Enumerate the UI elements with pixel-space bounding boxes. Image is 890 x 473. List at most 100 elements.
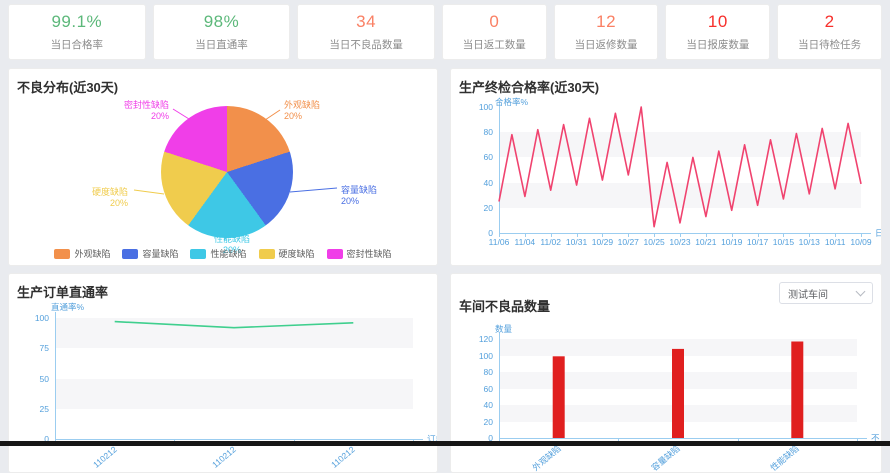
legend-label: 性能缺陷 (210, 249, 247, 259)
kpi-card-0: 99.1% 当日合格率 (8, 4, 146, 60)
plot-band (499, 372, 857, 389)
y-tick-label: 100 (478, 350, 493, 361)
y-tick-label: 25 (39, 403, 49, 414)
kpi-value: 34 (356, 12, 377, 31)
x-tick-label: 11/06 (488, 237, 510, 247)
x-tick-label: 110212 (210, 444, 238, 470)
y-axis (499, 101, 500, 233)
kpi-label: 当日报废数量 (686, 39, 750, 51)
x-tick (499, 439, 500, 442)
x-tick (550, 234, 552, 237)
kpi-card-5: 10 当日报废数量 (665, 4, 771, 60)
legend-label: 容量缺陷 (142, 249, 179, 259)
kpi-card-1: 98% 当日直通率 (152, 4, 291, 60)
legend-swatch (122, 248, 139, 259)
kpi-card-2: 34 当日不良品数量 (297, 4, 435, 60)
legend-item[interactable]: 容量缺陷 (122, 247, 178, 260)
x-tick-label: 10/29 (591, 237, 614, 247)
x-tick (680, 234, 681, 237)
x-tick (809, 234, 811, 237)
x-tick (783, 234, 785, 237)
x-tick-label: 容量缺陷 (649, 443, 682, 473)
plot-band (55, 378, 413, 409)
y-tick-label: 0 (488, 433, 493, 443)
plot-band (499, 405, 857, 422)
kpi-card-3: 0 当日返工数量 (441, 4, 547, 60)
kpi-card-4: 12 当日返修数量 (553, 4, 659, 60)
y-tick-label: 40 (483, 400, 493, 410)
legend-swatch (190, 248, 207, 259)
plot-band (499, 132, 861, 158)
panel-workshop-defects: 测试车间 车间不良品数量 0 20 40 60 80 100 120数量不良外观缺陷 容量缺陷… (450, 273, 882, 473)
x-tick-label: 10/21 (695, 237, 717, 247)
x-axis-name: 不良 (871, 433, 881, 443)
x-tick-label: 10/25 (643, 237, 665, 247)
kpi-value: 99.1% (51, 12, 103, 31)
legend-item[interactable]: 外观缺陷 (54, 247, 110, 260)
legend-label: 密封性缺陷 (346, 249, 392, 259)
y-tick-label: 50 (39, 373, 49, 384)
kpi-label: 当日合格率 (50, 39, 104, 51)
x-tick-label: 10/15 (772, 237, 795, 247)
y-axis-name: 合格率% (495, 97, 529, 107)
legend-swatch (258, 248, 275, 259)
x-tick (731, 234, 733, 237)
y-axis (55, 312, 56, 439)
x-tick-label: 110212 (329, 444, 358, 470)
y-tick-label: 60 (483, 383, 493, 394)
workshop-select-value: 测试车间 (788, 289, 828, 301)
x-tick (857, 439, 858, 442)
panel-title-order-fpy: 生产订单直通率 (17, 285, 109, 300)
y-axis-name: 数量 (495, 324, 513, 334)
panel-title-final-inspection-rate: 生产终检合格率(近30天) (459, 80, 600, 95)
panel-title-workshop-defects: 车间不良品数量 (459, 299, 551, 314)
x-tick-label: 10/11 (824, 237, 846, 247)
workshop-select[interactable]: 测试车间 (779, 282, 873, 304)
x-tick (524, 234, 526, 237)
kpi-label: 当日待检任务 (798, 39, 862, 51)
legend-item[interactable]: 硬度缺陷 (258, 247, 315, 260)
x-axis (499, 438, 867, 439)
kpi-label: 当日返修数量 (574, 39, 638, 51)
x-tick (757, 234, 759, 237)
x-tick (654, 234, 656, 237)
legend-label: 外观缺陷 (74, 249, 111, 259)
legend-item[interactable]: 密封性缺陷 (326, 247, 392, 260)
chevron-down-icon (855, 286, 866, 297)
x-tick-label: 10/19 (721, 237, 743, 247)
kpi-value: 10 (707, 12, 728, 31)
legend-item[interactable]: 性能缺陷 (190, 247, 247, 260)
pie-slice-label: 外观缺陷 20% (284, 100, 321, 122)
x-tick (602, 234, 604, 237)
plot-band (499, 339, 857, 356)
plot-band (55, 318, 413, 349)
kpi-label: 当日直通率 (195, 39, 248, 51)
kpi-value: 2 (824, 12, 835, 31)
pie-slice-label: 密封性缺陷 20% (123, 100, 169, 122)
x-tick (499, 234, 500, 237)
legend-swatch (326, 248, 343, 259)
x-tick-label: 10/13 (798, 237, 820, 247)
y-tick-label: 20 (483, 416, 493, 427)
plot-band (499, 182, 861, 208)
x-tick (705, 234, 707, 237)
pie-legend: 外观缺陷 容量缺陷 性能缺陷 硬度缺陷 密封性缺陷 (9, 247, 437, 260)
x-tick-label: 11/04 (514, 237, 536, 247)
x-tick-label: 10/17 (746, 237, 769, 247)
pie-chart-circle (161, 106, 293, 238)
y-tick-label: 100 (34, 313, 49, 323)
kpi-value: 0 (489, 12, 500, 31)
kpi-value: 98% (203, 12, 240, 31)
y-tick-label: 0 (44, 434, 49, 444)
y-tick-label: 75 (39, 343, 49, 354)
screen-edge-strip (0, 441, 890, 446)
kpi-label: 当日返工数量 (462, 39, 526, 51)
pie-slice-label: 容量缺陷 20% (341, 185, 378, 207)
y-tick-label: 0 (488, 228, 493, 238)
y-tick-label: 80 (483, 127, 493, 138)
x-tick (628, 234, 630, 237)
y-tick-label: 120 (478, 334, 493, 344)
x-axis (55, 439, 423, 440)
x-tick (835, 234, 837, 237)
